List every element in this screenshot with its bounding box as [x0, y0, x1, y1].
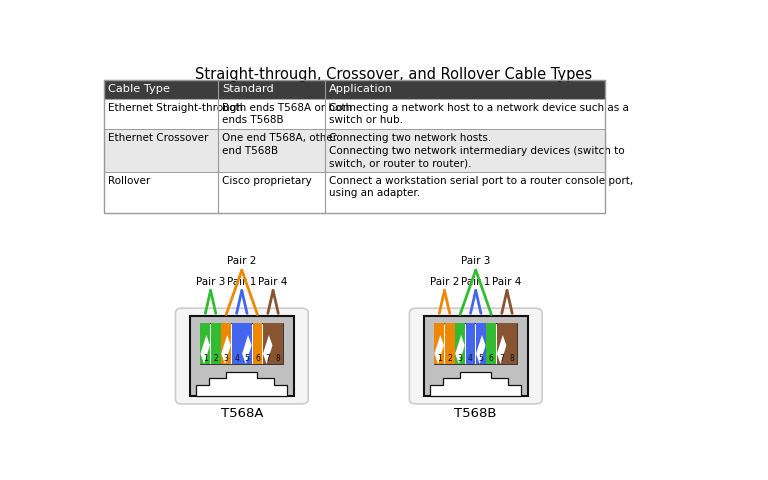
Polygon shape	[435, 335, 444, 364]
Text: Cable Type: Cable Type	[108, 84, 170, 95]
Polygon shape	[430, 372, 521, 396]
Text: 4: 4	[468, 353, 473, 362]
Text: Pair 4: Pair 4	[258, 277, 288, 287]
Text: 8: 8	[510, 353, 515, 362]
Text: Pair 3: Pair 3	[196, 277, 225, 287]
Bar	[211, 323, 220, 364]
Text: 2: 2	[214, 353, 218, 362]
Polygon shape	[221, 335, 231, 364]
Text: 2: 2	[447, 353, 452, 362]
FancyBboxPatch shape	[175, 308, 308, 404]
Bar	[104, 172, 605, 213]
Bar	[465, 323, 475, 364]
Text: Standard: Standard	[222, 84, 274, 95]
Bar	[424, 316, 528, 396]
Text: Application: Application	[329, 84, 393, 95]
Text: One end T568A, other
end T568B: One end T568A, other end T568B	[222, 133, 337, 156]
Text: Ethernet Straight-through: Ethernet Straight-through	[108, 103, 243, 113]
Bar	[104, 99, 605, 129]
Bar	[273, 323, 283, 364]
Polygon shape	[200, 335, 210, 364]
Text: Both ends T568A or both
ends T568B: Both ends T568A or both ends T568B	[222, 103, 353, 125]
Bar	[435, 323, 444, 364]
Text: 1: 1	[437, 353, 442, 362]
Text: T568B: T568B	[455, 407, 497, 420]
Text: Ethernet Crossover: Ethernet Crossover	[108, 133, 208, 143]
Bar	[104, 80, 605, 213]
Bar	[263, 323, 273, 364]
Bar	[508, 323, 517, 364]
Text: 7: 7	[266, 353, 270, 362]
Text: 7: 7	[499, 353, 505, 362]
Polygon shape	[476, 335, 485, 364]
Bar	[476, 323, 486, 364]
Bar	[253, 323, 263, 364]
Text: Straight-through, Crossover, and Rollover Cable Types: Straight-through, Crossover, and Rollove…	[195, 67, 592, 82]
Text: Cisco proprietary: Cisco proprietary	[222, 176, 312, 185]
Bar	[200, 323, 283, 364]
Text: Pair 1: Pair 1	[461, 277, 491, 287]
Bar	[232, 323, 241, 364]
Bar	[104, 129, 605, 172]
Bar	[190, 316, 294, 396]
Bar	[104, 80, 605, 99]
Bar	[200, 323, 210, 364]
Polygon shape	[242, 335, 252, 364]
Text: 3: 3	[458, 353, 462, 362]
Text: 4: 4	[234, 353, 239, 362]
Text: 1: 1	[203, 353, 207, 362]
Text: Pair 2: Pair 2	[227, 256, 257, 266]
Bar	[221, 323, 231, 364]
Text: Connecting two network hosts.
Connecting two network intermediary devices (switc: Connecting two network hosts. Connecting…	[329, 133, 625, 168]
Text: 6: 6	[489, 353, 494, 362]
Text: 5: 5	[478, 353, 483, 362]
Bar	[242, 323, 252, 364]
FancyBboxPatch shape	[409, 308, 542, 404]
Text: Pair 3: Pair 3	[461, 256, 491, 266]
Text: T568A: T568A	[220, 407, 263, 420]
Bar	[486, 323, 496, 364]
Bar	[455, 323, 465, 364]
Bar	[434, 323, 518, 364]
Text: Connect a workstation serial port to a router console port,
using an adapter.: Connect a workstation serial port to a r…	[329, 176, 634, 198]
Text: 5: 5	[244, 353, 250, 362]
Text: 8: 8	[276, 353, 280, 362]
Polygon shape	[263, 335, 273, 364]
Text: 3: 3	[223, 353, 229, 362]
Polygon shape	[497, 335, 506, 364]
Bar	[497, 323, 507, 364]
Text: Pair 2: Pair 2	[430, 277, 459, 287]
Text: Rollover: Rollover	[108, 176, 151, 185]
Text: Pair 1: Pair 1	[227, 277, 257, 287]
Polygon shape	[197, 372, 287, 396]
Bar	[445, 323, 455, 364]
Text: 6: 6	[255, 353, 260, 362]
Text: Connecting a network host to a network device such as a
switch or hub.: Connecting a network host to a network d…	[329, 103, 629, 125]
Text: Pair 4: Pair 4	[492, 277, 521, 287]
Polygon shape	[455, 335, 465, 364]
